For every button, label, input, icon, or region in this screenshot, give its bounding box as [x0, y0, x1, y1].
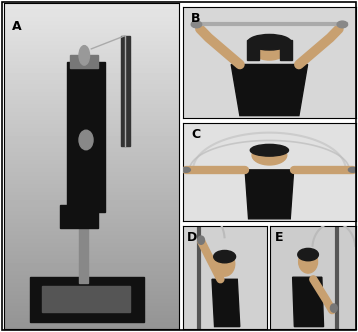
- Polygon shape: [212, 279, 240, 327]
- Ellipse shape: [79, 130, 93, 150]
- Polygon shape: [231, 64, 308, 116]
- Circle shape: [299, 250, 318, 273]
- Bar: [42, 287, 130, 312]
- Text: E: E: [275, 231, 283, 244]
- Circle shape: [250, 36, 289, 60]
- Bar: [121, 36, 130, 146]
- Ellipse shape: [248, 35, 291, 50]
- Ellipse shape: [250, 144, 289, 156]
- Polygon shape: [292, 277, 324, 327]
- Circle shape: [79, 45, 90, 65]
- Circle shape: [214, 252, 235, 276]
- Circle shape: [182, 167, 190, 172]
- Polygon shape: [245, 170, 294, 219]
- Bar: [247, 40, 259, 60]
- Bar: [30, 277, 144, 322]
- Circle shape: [191, 21, 202, 28]
- Ellipse shape: [298, 248, 318, 261]
- Bar: [79, 72, 88, 283]
- Bar: [60, 205, 98, 228]
- Circle shape: [198, 236, 204, 244]
- Text: C: C: [191, 128, 200, 141]
- Bar: [280, 40, 292, 60]
- Ellipse shape: [214, 250, 236, 263]
- Circle shape: [348, 167, 357, 172]
- Text: D: D: [187, 231, 197, 244]
- Bar: [70, 55, 98, 68]
- Text: B: B: [191, 12, 201, 25]
- Text: A: A: [12, 20, 22, 33]
- Bar: [67, 62, 105, 211]
- Circle shape: [252, 145, 287, 165]
- Circle shape: [330, 304, 337, 312]
- Circle shape: [337, 21, 348, 28]
